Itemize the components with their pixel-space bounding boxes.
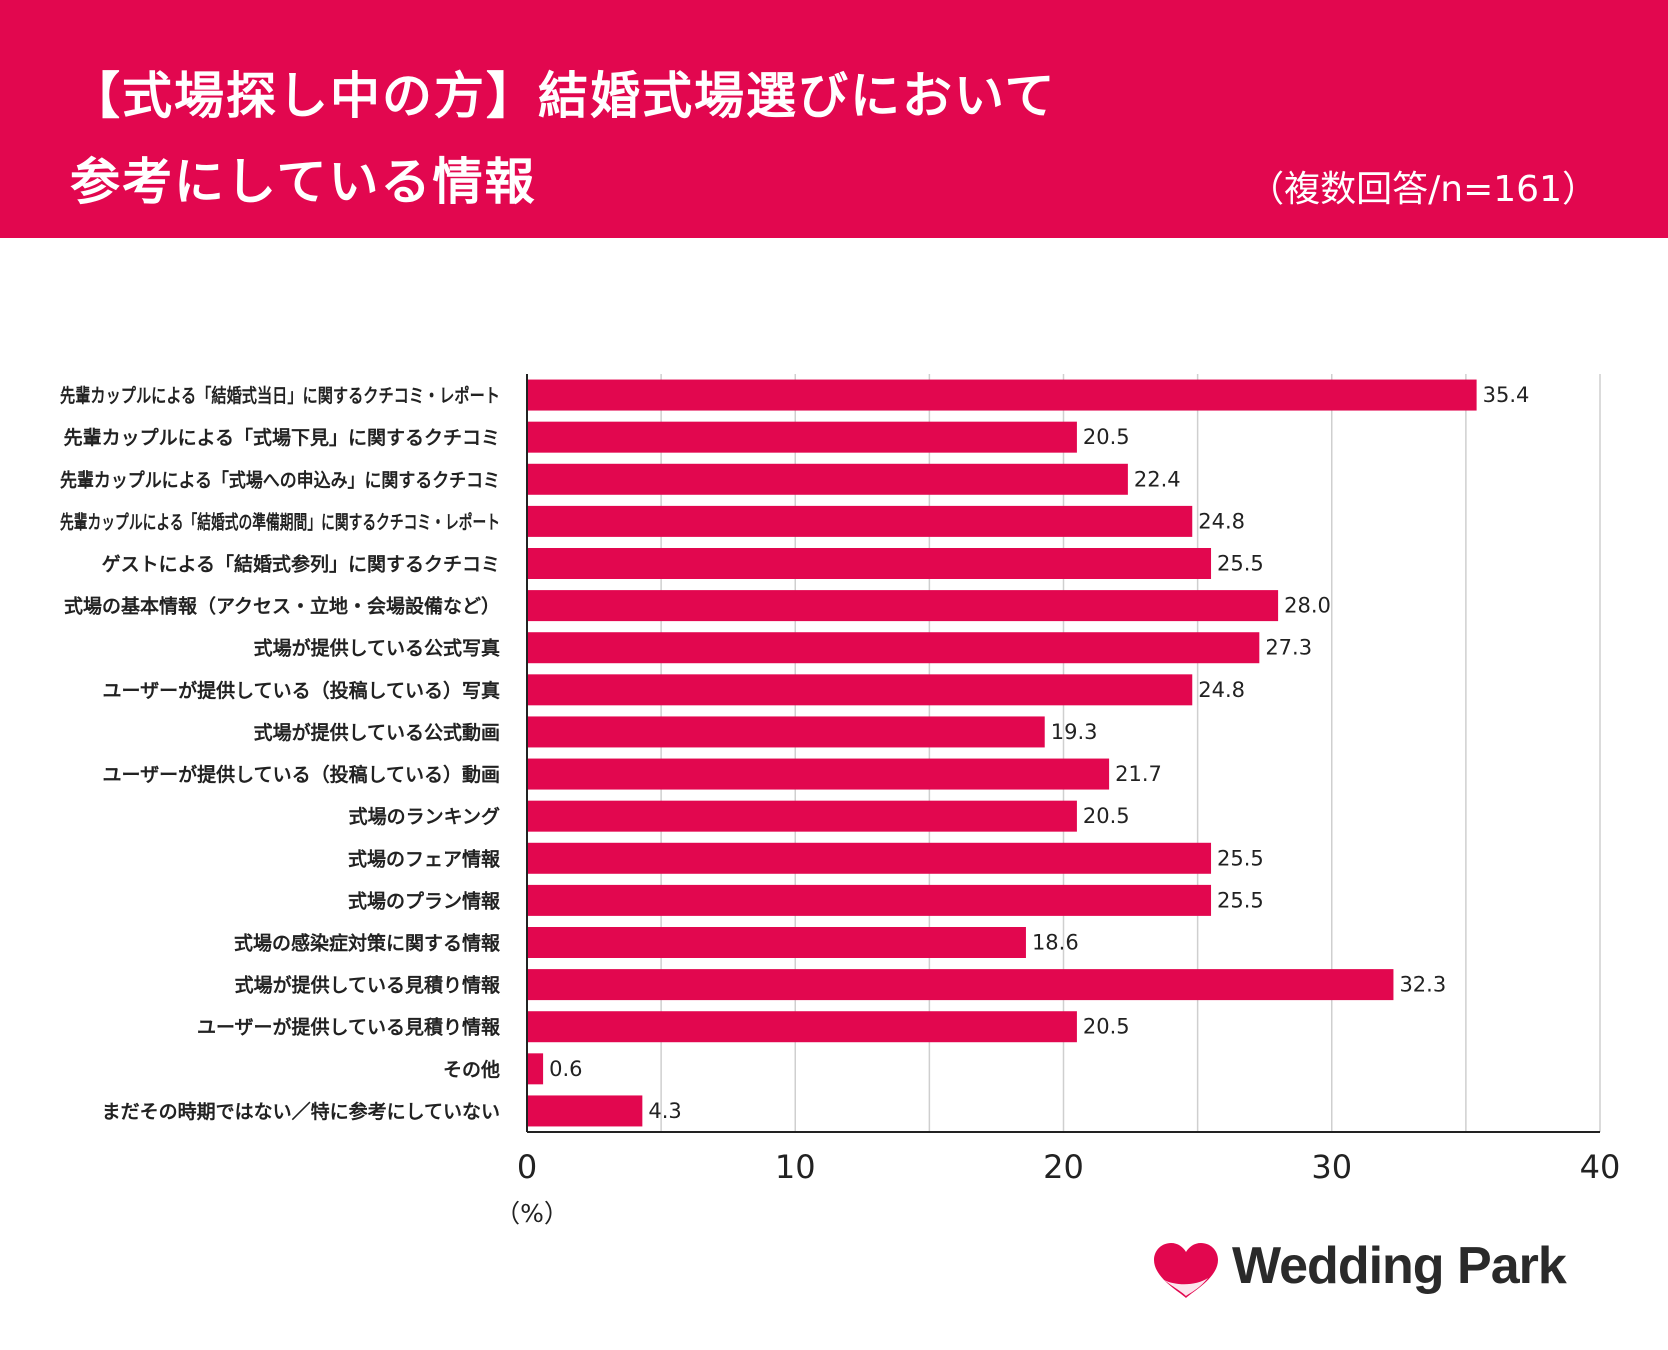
value-label: 20.5	[1083, 804, 1130, 828]
x-axis-unit-label: （%）	[495, 1199, 569, 1228]
bar	[527, 463, 1128, 495]
value-label: 28.0	[1284, 594, 1331, 618]
wedding-park-logo-text: Wedding Park	[1232, 1237, 1567, 1295]
category-label: ゲストによる「結婚式参列」に関するクチコミ	[102, 553, 500, 576]
x-tick-label: 40	[1580, 1148, 1621, 1186]
value-label: 24.8	[1198, 509, 1245, 533]
value-label: 25.5	[1217, 846, 1264, 870]
bar	[527, 758, 1110, 790]
chart-subtitle: （複数回答/n=161）	[1248, 169, 1598, 210]
bar	[527, 927, 1026, 958]
value-label: 27.3	[1265, 636, 1312, 660]
value-label: 32.3	[1399, 973, 1446, 997]
bars	[527, 379, 1477, 1127]
bar	[527, 590, 1279, 622]
category-label: ユーザーが提供している（投稿している）動画	[103, 763, 500, 786]
category-label: 式場のフェア情報	[348, 847, 501, 870]
x-tick-label: 30	[1311, 1148, 1352, 1186]
value-label: 19.3	[1051, 720, 1098, 744]
bar	[527, 505, 1193, 537]
bar	[527, 884, 1212, 916]
value-label: 20.5	[1083, 425, 1130, 449]
bar	[527, 800, 1077, 832]
category-label: 式場が提供している公式動画	[254, 721, 500, 744]
bar	[527, 716, 1045, 748]
category-label: 先輩カップルによる「結婚式の準備期間」に関するクチコミ・レポート	[60, 510, 500, 533]
value-label: 4.3	[648, 1099, 681, 1123]
wedding-park-logo: Wedding Park	[1150, 1236, 1600, 1306]
chart-title-line-2: 参考にしている情報	[70, 153, 537, 211]
value-label: 25.5	[1217, 552, 1264, 576]
value-label: 25.5	[1217, 888, 1264, 912]
category-label: その他	[443, 1058, 500, 1081]
x-tick-label: 10	[775, 1148, 816, 1186]
value-label: 35.4	[1483, 383, 1530, 407]
heart-icon	[1154, 1243, 1218, 1298]
bar	[527, 674, 1193, 706]
value-label: 20.5	[1083, 1015, 1130, 1039]
value-label: 22.4	[1134, 467, 1181, 491]
category-label: 先輩カップルによる「式場への申込み」に関するクチコミ	[60, 468, 500, 491]
category-label: 式場が提供している公式写真	[254, 637, 500, 660]
category-labels: 先輩カップルによる「結婚式当日」に関するクチコミ・レポート先輩カップルによる「式…	[60, 384, 501, 1123]
value-label: 0.6	[549, 1057, 582, 1081]
x-axis: 0 10 20 30 40	[517, 374, 1621, 1186]
category-label: 式場が提供している見積り情報	[235, 974, 501, 997]
bar	[527, 1011, 1077, 1043]
value-label: 21.7	[1115, 762, 1162, 786]
chart-title-line-1: 【式場探し中の方】結婚式場選びにおいて	[70, 67, 1057, 125]
category-label: まだその時期ではない／特に参考にしていない	[102, 1100, 500, 1123]
bar	[527, 1095, 643, 1127]
value-labels: 35.420.522.424.825.528.027.324.819.321.7…	[549, 383, 1529, 1123]
bar	[527, 632, 1260, 664]
bar	[527, 1053, 544, 1085]
x-tick-label: 20	[1043, 1148, 1084, 1186]
gridlines	[660, 374, 1601, 1132]
bar	[527, 842, 1212, 874]
bar	[527, 379, 1477, 411]
value-label: 24.8	[1198, 678, 1245, 702]
category-label: 先輩カップルによる「結婚式当日」に関するクチコミ・レポート	[60, 384, 500, 407]
bar	[527, 548, 1212, 579]
bar	[527, 421, 1077, 453]
category-label: 式場の基本情報（アクセス・立地・会場設備など）	[64, 595, 500, 618]
value-label: 18.6	[1032, 931, 1079, 955]
category-label: 式場の感染症対策に関する情報	[234, 932, 501, 955]
x-tick-label: 0	[517, 1148, 537, 1186]
category-label: ユーザーが提供している見積り情報	[197, 1016, 501, 1039]
category-label: 先輩カップルによる「式場下見」に関するクチコミ	[64, 426, 500, 449]
bar	[527, 969, 1394, 1001]
category-label: 式場のプラン情報	[348, 889, 501, 912]
category-label: ユーザーが提供している（投稿している）写真	[103, 679, 500, 702]
chart-header: 【式場探し中の方】結婚式場選びにおいて 参考にしている情報 （複数回答/n=16…	[0, 0, 1668, 238]
category-label: 式場のランキング	[349, 805, 500, 828]
